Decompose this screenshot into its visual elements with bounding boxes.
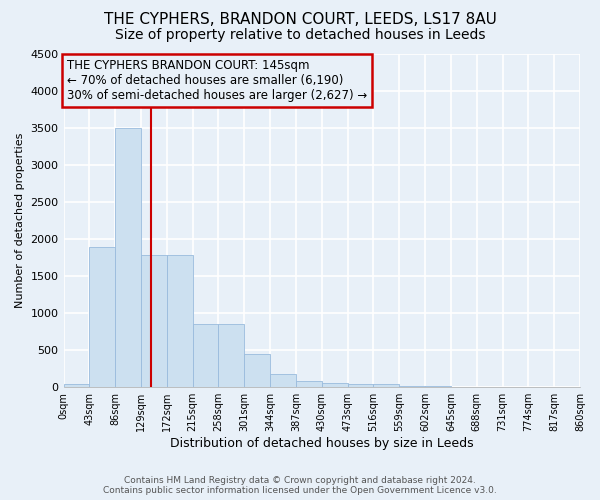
Bar (115, 128, 141, 387)
Bar (425, 386, 451, 387)
Text: THE CYPHERS BRANDON COURT: 145sqm
← 70% of detached houses are smaller (6,190)
3: THE CYPHERS BRANDON COURT: 145sqm ← 70% … (67, 59, 367, 102)
Bar (296, 380, 322, 387)
Text: THE CYPHERS, BRANDON COURT, LEEDS, LS17 8AU: THE CYPHERS, BRANDON COURT, LEEDS, LS17 … (104, 12, 496, 28)
Y-axis label: Number of detached properties: Number of detached properties (15, 133, 25, 308)
Bar (244, 354, 270, 387)
Bar (322, 383, 347, 387)
Bar (193, 324, 218, 387)
Bar (451, 386, 477, 387)
X-axis label: Distribution of detached houses by size in Leeds: Distribution of detached houses by size … (170, 437, 473, 450)
Text: Size of property relative to detached houses in Leeds: Size of property relative to detached ho… (115, 28, 485, 42)
Bar (167, 256, 193, 387)
Text: Contains HM Land Registry data © Crown copyright and database right 2024.
Contai: Contains HM Land Registry data © Crown c… (103, 476, 497, 495)
Bar (347, 384, 373, 387)
Bar (89, 246, 115, 387)
Bar (270, 374, 296, 387)
Bar (399, 386, 425, 387)
Bar (64, 384, 89, 387)
Bar (141, 256, 167, 387)
Bar (373, 384, 399, 387)
Bar (218, 324, 244, 387)
